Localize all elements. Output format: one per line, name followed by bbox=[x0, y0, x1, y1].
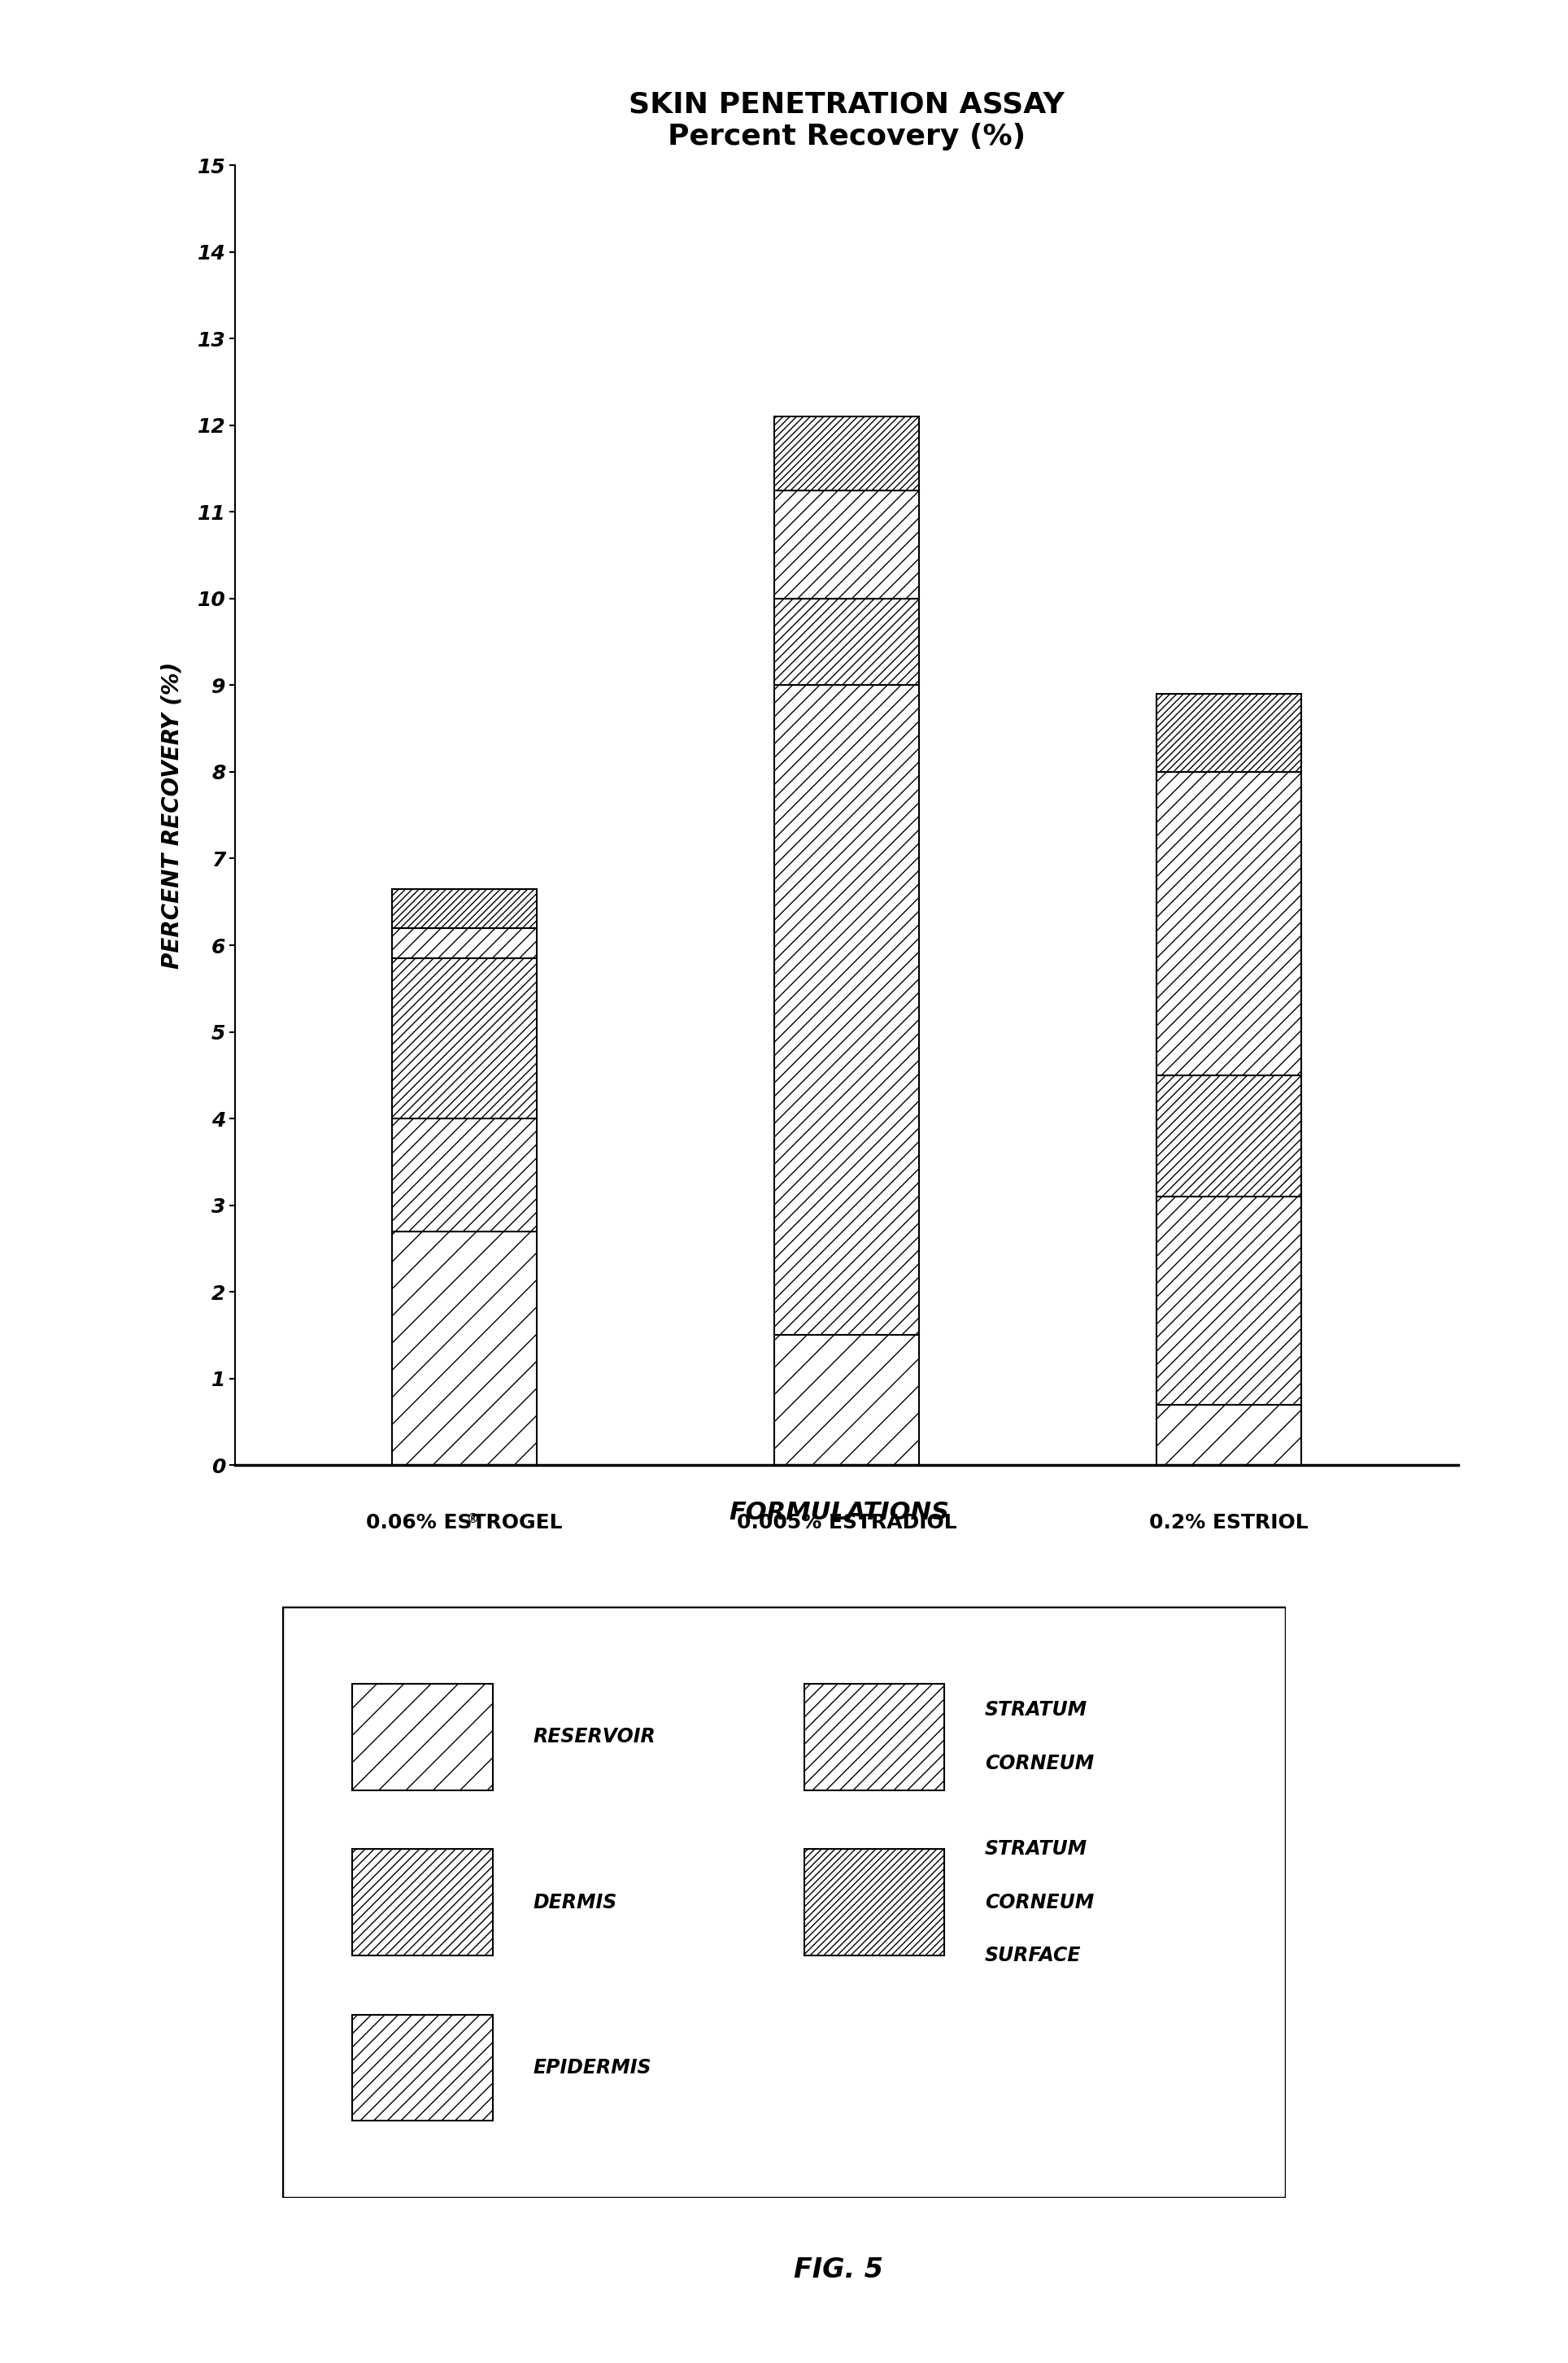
Bar bbox=[392, 1231, 538, 1465]
Bar bbox=[1156, 773, 1301, 1075]
Text: STRATUM: STRATUM bbox=[985, 1701, 1087, 1720]
Bar bbox=[804, 1682, 944, 1791]
Text: DERMIS: DERMIS bbox=[533, 1893, 618, 1912]
Bar bbox=[775, 598, 919, 685]
Text: FORMULATIONS: FORMULATIONS bbox=[729, 1501, 949, 1524]
Bar bbox=[392, 929, 538, 959]
Title: SKIN PENETRATION ASSAY
Percent Recovery (%): SKIN PENETRATION ASSAY Percent Recovery … bbox=[629, 92, 1065, 151]
Text: CORNEUM: CORNEUM bbox=[985, 1753, 1094, 1772]
Bar bbox=[1156, 1075, 1301, 1196]
Text: RESERVOIR: RESERVOIR bbox=[533, 1727, 655, 1746]
Bar bbox=[1156, 1404, 1301, 1465]
Text: ®: ® bbox=[467, 1512, 480, 1524]
Y-axis label: PERCENT RECOVERY (%): PERCENT RECOVERY (%) bbox=[162, 662, 183, 969]
Text: CORNEUM: CORNEUM bbox=[985, 1893, 1094, 1912]
Text: SURFACE: SURFACE bbox=[985, 1945, 1080, 1966]
Bar bbox=[392, 959, 538, 1118]
Bar bbox=[392, 888, 538, 929]
Text: 0.005% ESTRADIOL: 0.005% ESTRADIOL bbox=[737, 1512, 956, 1531]
Bar bbox=[392, 1118, 538, 1231]
Text: EPIDERMIS: EPIDERMIS bbox=[533, 2058, 651, 2077]
Bar bbox=[775, 416, 919, 489]
Bar bbox=[775, 1335, 919, 1465]
Text: STRATUM: STRATUM bbox=[985, 1838, 1087, 1860]
Text: 0.2% ESTRIOL: 0.2% ESTRIOL bbox=[1149, 1512, 1308, 1531]
Text: 0.06% ESTROGEL: 0.06% ESTROGEL bbox=[367, 1512, 563, 1531]
Bar bbox=[353, 1682, 492, 1791]
Bar bbox=[1156, 1196, 1301, 1404]
Bar bbox=[353, 1848, 492, 1957]
Bar bbox=[1156, 695, 1301, 773]
Bar bbox=[353, 2013, 492, 2122]
Bar bbox=[804, 1848, 944, 1957]
Bar bbox=[775, 685, 919, 1335]
Bar bbox=[775, 489, 919, 598]
Text: FIG. 5: FIG. 5 bbox=[793, 2257, 884, 2283]
